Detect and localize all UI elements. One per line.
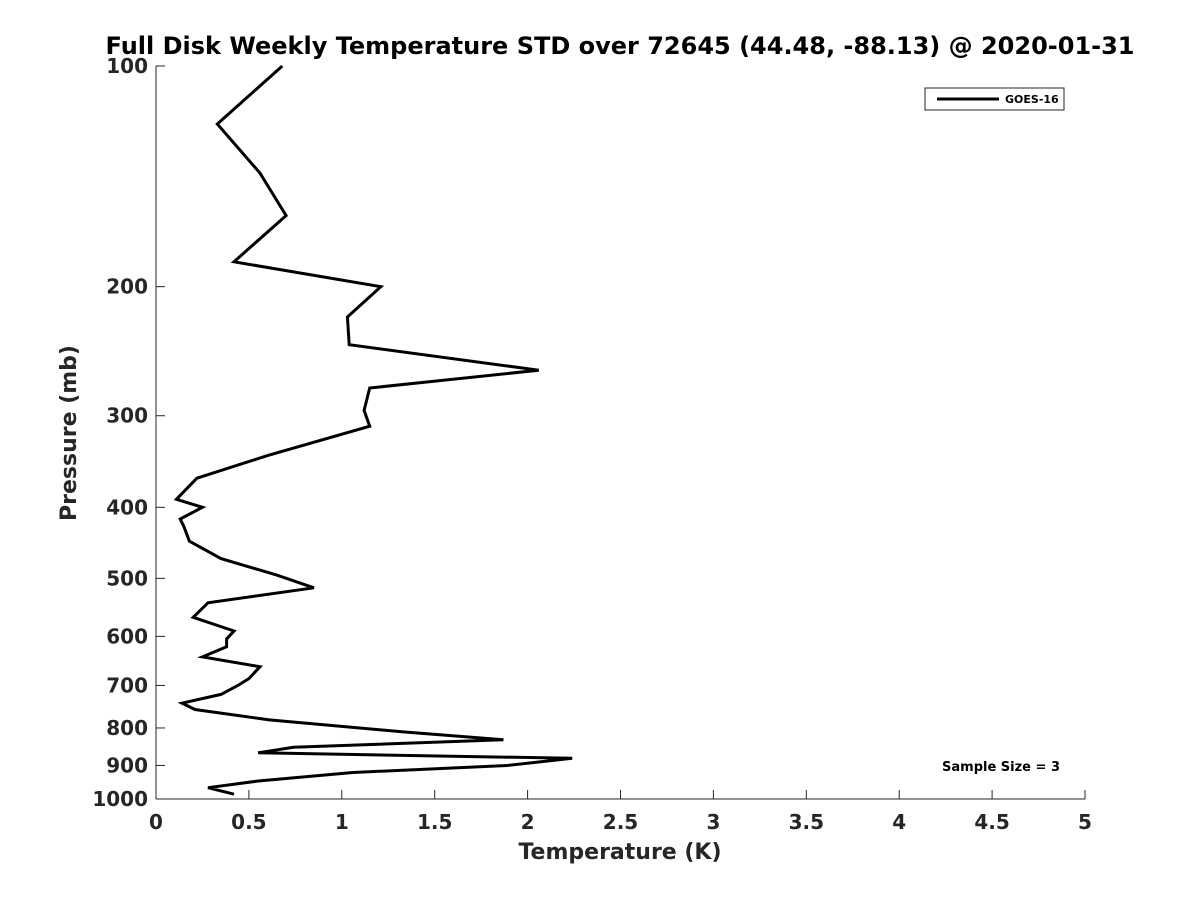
x-tick-label: 1.5 <box>417 810 452 834</box>
x-tick-label: 0.5 <box>231 810 266 834</box>
x-tick-label: 2.5 <box>603 810 638 834</box>
legend-entry-goes-16: GOES-16 <box>1005 93 1059 106</box>
y-tick-label: 300 <box>106 404 148 428</box>
x-tick-label: 4.5 <box>974 810 1009 834</box>
y-tick-label: 200 <box>106 275 148 299</box>
axes <box>155 66 1085 800</box>
y-tick-label: 500 <box>106 566 148 590</box>
x-tick-label: 2 <box>521 810 535 834</box>
y-tick-label: 100 <box>106 54 148 78</box>
plot-area-frame <box>156 66 1085 799</box>
x-tick-label: 4 <box>892 810 906 834</box>
x-tick-label: 3 <box>706 810 720 834</box>
y-tick-label: 900 <box>106 753 148 777</box>
y-tick-label: 700 <box>106 673 148 697</box>
y-tick-label: 800 <box>106 716 148 740</box>
x-tick-label: 5 <box>1078 810 1092 834</box>
y-tick-label: 600 <box>106 624 148 648</box>
legend: GOES-16 <box>924 87 1065 111</box>
y-tick-label: 400 <box>106 495 148 519</box>
x-tick-label: 0 <box>149 810 163 834</box>
y-axis-label: Pressure (mb) <box>57 345 82 521</box>
x-axis-label: Temperature (K) <box>518 840 721 865</box>
series-layer <box>173 64 573 796</box>
chart-title: Full Disk Weekly Temperature STD over 72… <box>106 32 1135 60</box>
x-axis-ticks: 0 0.5 1 1.5 2 2.5 3 3.5 4 4.5 5 <box>149 790 1092 834</box>
sample-size-annotation: Sample Size = 3 <box>942 760 1060 775</box>
y-axis-ticks: 100 200 300 400 500 600 700 800 900 1000 <box>92 54 165 811</box>
series-line-goes-16 <box>173 64 573 796</box>
y-tick-label: 1000 <box>92 787 148 811</box>
x-tick-label: 3.5 <box>789 810 824 834</box>
x-tick-label: 1 <box>335 810 349 834</box>
